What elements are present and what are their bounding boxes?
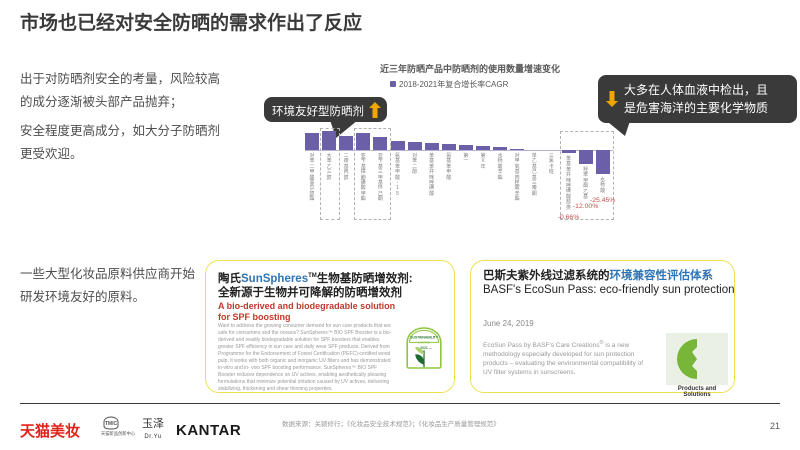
svg-text:SUSTAINABILITY: SUSTAINABILITY	[410, 335, 439, 339]
svg-text:TMIC: TMIC	[105, 421, 118, 427]
svg-text:AWARD: AWARD	[418, 341, 430, 345]
